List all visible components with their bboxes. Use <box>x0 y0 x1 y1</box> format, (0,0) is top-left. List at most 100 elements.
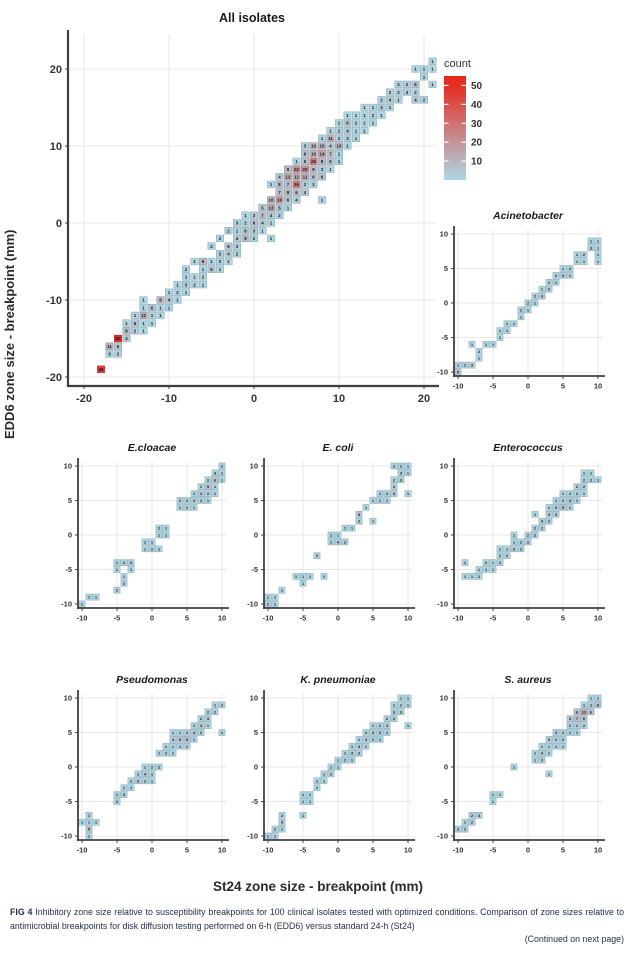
bin-count-label: 2 <box>478 574 481 579</box>
bin-count-label: 2 <box>414 90 417 95</box>
bin-count-label: 1 <box>583 702 586 707</box>
bin-cell <box>559 490 567 497</box>
bin-cell <box>318 196 326 204</box>
bin-count-label: 1 <box>393 702 396 707</box>
y-tick-label: 10 <box>440 694 448 703</box>
bin-count-label: 1 <box>151 539 154 544</box>
bin-cell <box>190 722 198 729</box>
bin-count-label: 2 <box>534 294 537 299</box>
bin-cell <box>139 311 148 320</box>
y-tick-label: -5 <box>441 565 448 574</box>
bin-cell <box>105 342 114 350</box>
bin-cell <box>390 462 398 470</box>
plot-title: K. pneumoniae <box>300 674 375 686</box>
bin-cell <box>199 273 207 281</box>
bin-cell <box>224 242 233 250</box>
bin-cell <box>127 784 135 792</box>
x-tick-label: -5 <box>490 382 497 391</box>
bin-cell <box>552 511 560 518</box>
bin-cell <box>190 497 198 504</box>
bin-count-label: 1 <box>309 792 312 797</box>
caption-text: Inhibitory zone size relative to suscept… <box>10 907 624 931</box>
bin-count-label: 1 <box>389 105 392 110</box>
bin-count-label: 2 <box>358 519 361 524</box>
bin-cell <box>313 784 321 792</box>
bin-cell <box>318 142 326 150</box>
bin-count-label: 1 <box>185 275 188 280</box>
bin-count-label: 2 <box>457 827 460 832</box>
bin-cell <box>204 708 212 716</box>
bin-cell <box>284 173 292 181</box>
y-tick-label: -20 <box>46 372 62 384</box>
plot-title: Acinetobacter <box>492 210 564 222</box>
bin-cell <box>309 173 318 181</box>
bin-cell <box>211 490 219 497</box>
bin-cell <box>482 341 490 348</box>
bin-count-label: 50 <box>116 336 121 341</box>
bin-cell <box>355 517 363 525</box>
bin-count-label: 1 <box>499 328 502 333</box>
y-tick-label: -10 <box>437 368 448 377</box>
bin-cell <box>334 763 342 771</box>
bin-cell <box>183 736 191 743</box>
bin-count-label: 26 <box>311 159 316 164</box>
bin-cell <box>531 531 539 539</box>
bin-cell <box>475 354 483 362</box>
bin-count-label: 2 <box>583 477 586 482</box>
bin-cell <box>355 511 363 518</box>
bin-count-label: 3 <box>281 820 284 825</box>
bin-cell <box>580 251 588 259</box>
x-tick-label: 10 <box>333 393 345 405</box>
bin-count-label: 1 <box>355 113 358 118</box>
bin-count-label: 4 <box>304 190 307 195</box>
bin-cell <box>545 743 553 750</box>
y-tick-label: 20 <box>50 64 62 76</box>
bin-cell <box>156 304 165 312</box>
bin-count-label: 1 <box>534 751 537 756</box>
bin-count-label: 1 <box>202 267 205 272</box>
bin-cell <box>271 600 279 608</box>
bin-cell <box>377 103 386 112</box>
bin-count-label: 2 <box>548 280 551 285</box>
bin-cell <box>113 791 121 798</box>
bin-count-label: 3 <box>214 470 217 475</box>
bin-count-label: 1 <box>464 560 467 565</box>
bin-cell <box>211 476 219 484</box>
bin-count-label: 45 <box>99 367 104 372</box>
bin-cell <box>148 304 156 312</box>
bin-cell <box>461 818 469 826</box>
bin-cell <box>348 524 356 532</box>
bin-cell <box>552 729 560 736</box>
bin-count-label: 2 <box>386 491 389 496</box>
bin-count-label: 1 <box>407 470 410 475</box>
x-tick-label: -10 <box>77 614 88 623</box>
bin-count-label: 1 <box>330 533 333 538</box>
bin-count-label: 1 <box>116 567 119 572</box>
bin-count-label: 7 <box>261 213 264 218</box>
bin-count-label: 16 <box>277 198 282 203</box>
bin-count-label: 3 <box>358 744 361 749</box>
bin-count-label: 1 <box>372 723 375 728</box>
bin-cell <box>211 701 219 709</box>
bin-count-label: 10 <box>320 144 325 149</box>
bin-cell <box>545 285 553 293</box>
bin-cell <box>411 65 420 73</box>
bin-cell <box>362 729 370 736</box>
bin-cell <box>318 157 326 166</box>
bin-count-label: 1 <box>323 778 326 783</box>
bin-cell <box>190 280 199 289</box>
bin-count-label: 1 <box>534 758 537 763</box>
bin-cell <box>148 763 156 771</box>
bin-count-label: 10 <box>311 144 316 149</box>
bin-cell <box>92 593 100 601</box>
bin-count-label: 2 <box>548 519 551 524</box>
bin-count-label: 1 <box>172 730 175 735</box>
bin-cell <box>183 497 191 504</box>
bin-count-label: 3 <box>108 352 111 357</box>
bin-cell <box>241 219 250 227</box>
bin-count-label: 14 <box>320 151 325 156</box>
bin-cell <box>275 211 284 219</box>
